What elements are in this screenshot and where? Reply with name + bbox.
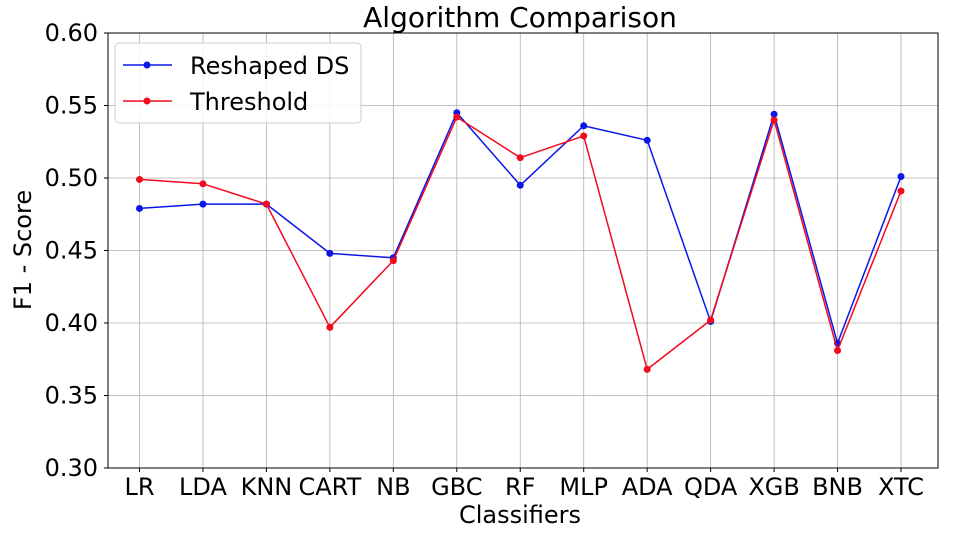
x-tick-label: GBC xyxy=(431,473,482,501)
data-point-reshaped-ds xyxy=(326,249,334,257)
y-tick-label: 0.30 xyxy=(45,454,98,482)
data-point-threshold xyxy=(516,154,524,162)
data-point-reshaped-ds xyxy=(516,181,524,189)
data-point-threshold xyxy=(897,187,905,195)
x-tick-label: LDA xyxy=(179,473,227,501)
data-point-reshaped-ds xyxy=(770,110,778,118)
x-tick-label: RF xyxy=(505,473,535,501)
y-tick-label: 0.50 xyxy=(45,164,98,192)
x-tick-label: NB xyxy=(376,473,410,501)
legend-marker-threshold xyxy=(143,97,151,105)
data-point-threshold xyxy=(199,180,207,188)
data-point-threshold xyxy=(643,365,651,373)
x-tick-label: KNN xyxy=(241,473,293,501)
x-axis-label: Classifiers xyxy=(459,501,581,529)
legend-marker-reshaped-ds xyxy=(143,61,151,69)
x-tick-label: BNB xyxy=(812,473,863,501)
data-point-reshaped-ds xyxy=(199,200,207,208)
data-point-reshaped-ds xyxy=(136,204,143,212)
data-point-threshold xyxy=(707,316,715,324)
y-tick-label: 0.55 xyxy=(45,92,98,120)
y-tick-label: 0.40 xyxy=(45,309,98,337)
legend-box xyxy=(114,42,362,124)
y-tick-label: 0.60 xyxy=(45,19,98,47)
y-tick-label: 0.35 xyxy=(45,382,98,410)
x-tick-label: LR xyxy=(124,473,154,501)
data-point-threshold xyxy=(453,113,461,121)
data-point-reshaped-ds xyxy=(897,173,905,181)
data-point-reshaped-ds xyxy=(643,136,651,144)
data-point-threshold xyxy=(262,200,270,208)
y-axis-label: F1 - Score xyxy=(9,190,37,310)
x-tick-label: XGB xyxy=(748,473,800,501)
data-point-threshold xyxy=(389,257,397,265)
data-point-threshold xyxy=(580,132,588,140)
x-tick-label: XTC xyxy=(878,473,924,501)
data-point-threshold xyxy=(770,116,778,124)
x-tick-label: ADA xyxy=(622,473,673,501)
data-point-reshaped-ds xyxy=(580,122,588,130)
chart-title: Algorithm Comparison xyxy=(363,1,677,34)
series-layer xyxy=(136,109,905,373)
x-tick-label: MLP xyxy=(559,473,608,501)
x-axis: LR LDA KNN CART NB GBC RF MLP ADA QDA XGB BNB XTC xyxy=(124,468,924,501)
legend-label-threshold: Threshold xyxy=(189,88,308,116)
x-tick-label: CART xyxy=(298,473,361,501)
y-axis: 0.30 0.35 0.40 0.45 0.50 0.55 0.60 xyxy=(45,19,108,482)
data-point-threshold xyxy=(834,347,842,355)
x-tick-label: QDA xyxy=(684,473,738,501)
data-point-threshold xyxy=(326,323,334,331)
y-tick-label: 0.45 xyxy=(45,237,98,265)
data-point-threshold xyxy=(136,175,143,183)
legend-label-reshaped-ds: Reshaped DS xyxy=(190,52,349,80)
legend: Reshaped DS Threshold xyxy=(114,42,362,124)
